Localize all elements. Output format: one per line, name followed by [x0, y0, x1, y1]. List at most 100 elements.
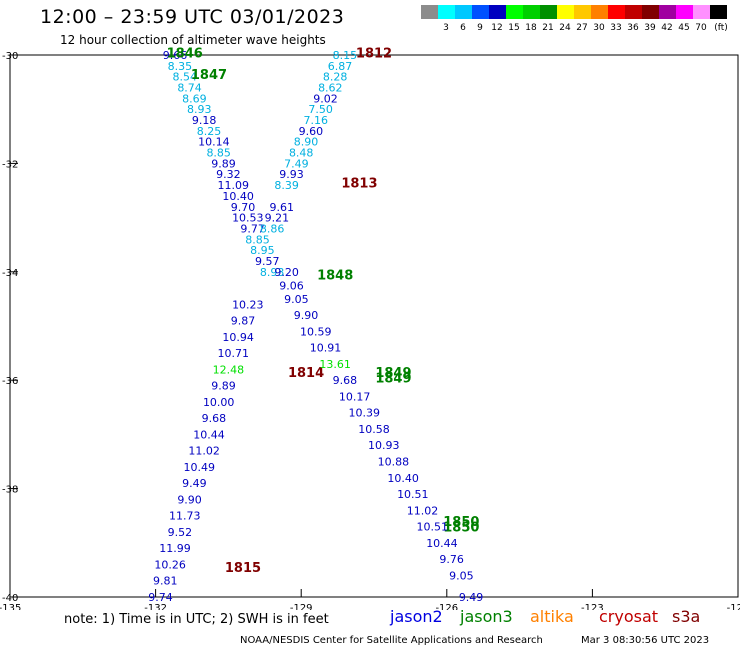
scale-swatch — [506, 5, 523, 19]
scale-label: 42 — [661, 23, 673, 33]
scale-label: 33 — [610, 23, 622, 33]
footer-note: note: 1) Time is in UTC; 2) SWH is in fe… — [64, 612, 329, 627]
pass-number: 1847 — [191, 68, 227, 83]
swh-value: 10.44 — [426, 537, 458, 550]
swh-value: 8.85 — [245, 233, 270, 246]
swh-value: 8.39 — [274, 179, 299, 192]
swh-value: 10.51 — [416, 521, 448, 534]
swh-value: 9.89 — [211, 380, 236, 393]
scale-label: 39 — [644, 23, 656, 33]
swh-value: 10.88 — [378, 456, 410, 469]
swh-value: 10.23 — [232, 298, 264, 311]
y-tick-label: -30 — [2, 51, 18, 62]
swh-value: 8.62 — [318, 82, 343, 95]
scale-swatch — [574, 5, 591, 19]
swh-value: 9.93 — [279, 168, 304, 181]
swh-value: 8.69 — [182, 92, 207, 105]
legend-jason3: jason3 — [460, 607, 513, 626]
swh-value: 7.16 — [304, 114, 329, 127]
scale-swatch — [642, 5, 659, 19]
swh-value: 9.81 — [153, 575, 178, 588]
scale-label: 70 — [695, 23, 707, 33]
swh-value: 8.28 — [323, 71, 348, 84]
swh-value: 8.95 — [250, 244, 275, 257]
scale-swatch — [472, 5, 489, 19]
credit-line: NOAA/NESDIS Center for Satellite Applica… — [240, 635, 543, 646]
swh-value: 7.50 — [308, 103, 333, 116]
y-tick-label: -38 — [2, 485, 18, 496]
swh-value: 9.87 — [231, 315, 256, 328]
swh-value: 9.49 — [459, 591, 484, 604]
swh-value: 10.00 — [203, 396, 235, 409]
legend-s3a: s3a — [672, 607, 701, 626]
swh-value: 9.76 — [439, 553, 464, 566]
scale-label: 27 — [576, 23, 588, 33]
swh-value: 11.02 — [188, 445, 220, 458]
swh-value: 8.25 — [197, 125, 222, 138]
swh-value: 10.91 — [310, 342, 342, 355]
map-title: 12:00 – 23:59 UTC 03/01/2023 — [40, 6, 345, 28]
scale-swatch — [421, 5, 438, 19]
y-tick-label: -40 — [2, 593, 18, 604]
swh-value: 10.49 — [184, 461, 216, 474]
pass-number: 1815 — [225, 561, 261, 576]
swh-value: 9.05 — [449, 569, 474, 582]
scale-swatch — [455, 5, 472, 19]
swh-value: 10.26 — [154, 558, 186, 571]
scale-label: 36 — [627, 23, 639, 33]
swh-value: 9.52 — [168, 526, 193, 539]
scale-label: 9 — [477, 23, 483, 33]
scale-swatch — [625, 5, 642, 19]
swh-value: 6.87 — [328, 60, 353, 73]
timestamp: Mar 3 08:30:56 UTC 2023 — [581, 635, 710, 646]
scale-unit: (ft) — [714, 23, 728, 33]
swh-value: 9.02 — [313, 92, 338, 105]
swh-value: 11.09 — [218, 179, 250, 192]
swh-value: 8.90 — [294, 136, 319, 149]
swh-value: 10.14 — [198, 136, 230, 149]
swh-value: 9.90 — [177, 493, 202, 506]
swh-value: 12.48 — [213, 363, 245, 376]
scale-swatch — [608, 5, 625, 19]
swh-value: 10.71 — [218, 347, 250, 360]
x-tick-label: -126 — [435, 603, 458, 610]
swh-value: 10.44 — [193, 428, 225, 441]
legend-cryosat: cryosat — [599, 607, 659, 626]
swh-value: 9.18 — [192, 114, 217, 127]
swh-value: 8.85 — [206, 147, 231, 160]
x-tick-label: -123 — [581, 603, 604, 610]
pass-number: 1848 — [317, 269, 353, 284]
scale-swatch — [676, 5, 693, 19]
swh-value: 9.74 — [148, 591, 173, 604]
y-tick-label: -36 — [2, 376, 18, 387]
pass-number: 1846 — [167, 46, 203, 61]
swh-value: 9.57 — [255, 255, 280, 268]
scale-label: 30 — [593, 23, 605, 33]
scale-swatch — [710, 5, 727, 19]
pass-number: 1814 — [288, 366, 324, 381]
scale-swatch — [693, 5, 710, 19]
swh-value: 9.49 — [182, 477, 207, 490]
map-frame — [9, 54, 739, 598]
swh-value: 10.39 — [349, 407, 381, 420]
swh-value: 9.05 — [284, 293, 309, 306]
pass-number: 1812 — [356, 46, 392, 61]
swh-value: 8.48 — [289, 147, 314, 160]
swh-value: 8.74 — [177, 82, 202, 95]
scale-label: 24 — [559, 23, 571, 33]
scale-swatch — [438, 5, 455, 19]
swh-value: 9.32 — [216, 168, 241, 181]
swh-value: 9.77 — [240, 222, 265, 235]
swh-value: 10.40 — [387, 472, 419, 485]
swh-value: 10.94 — [222, 331, 254, 344]
wave-height-map: -30 -32 -34 -36 -38 -40-135 -132 -129 -126 -123 -1… — [0, 46, 740, 610]
scale-label: 18 — [525, 23, 537, 33]
swh-value: 8.54 — [172, 71, 197, 84]
swh-value: 9.90 — [294, 309, 319, 322]
swh-value: 8.35 — [168, 60, 193, 73]
scale-swatch — [489, 5, 506, 19]
swh-value: 10.40 — [222, 190, 254, 203]
swh-value: 8.86 — [260, 222, 285, 235]
swh-value: 9.89 — [211, 157, 236, 170]
